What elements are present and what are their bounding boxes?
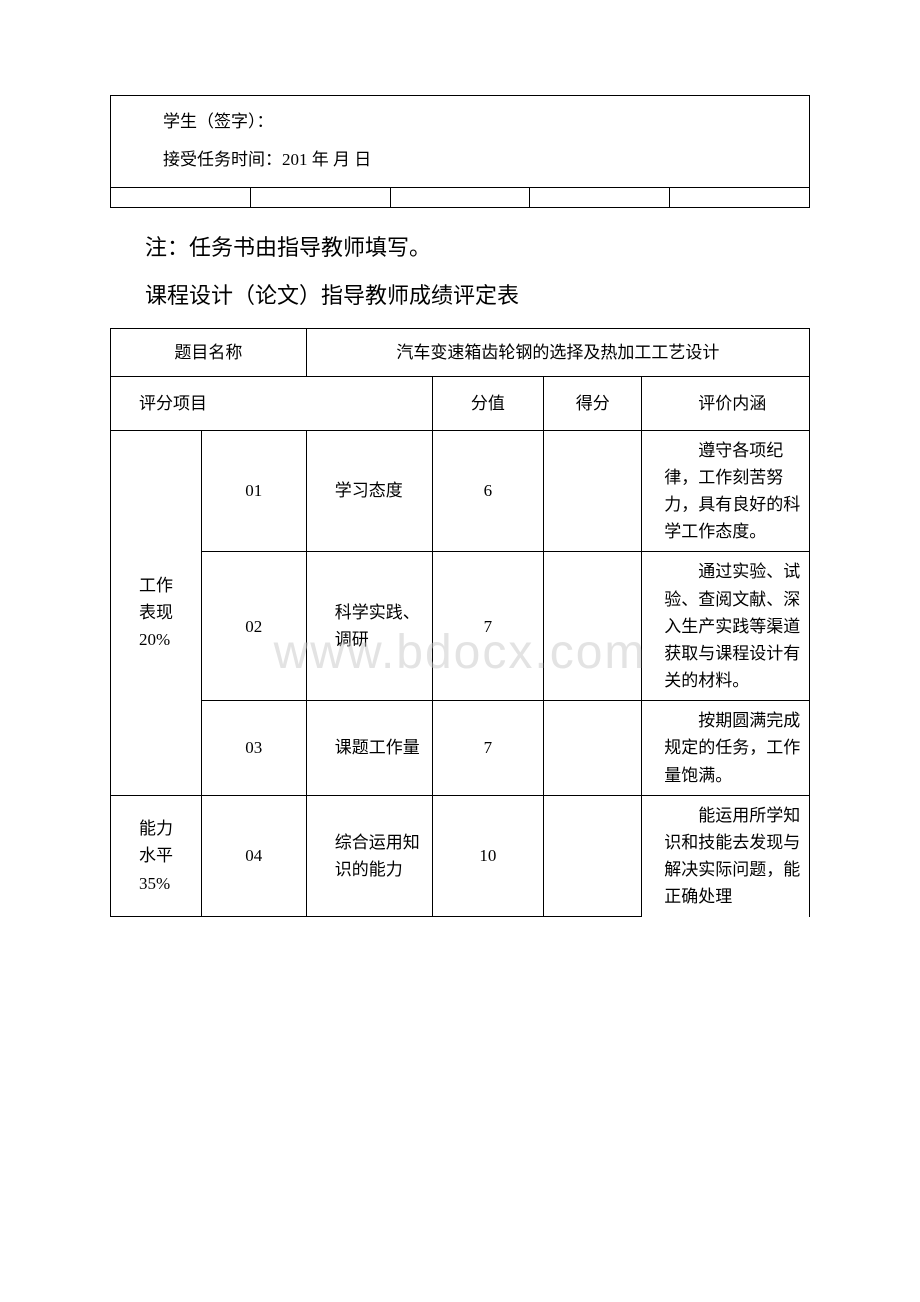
row-score: 7 (432, 701, 544, 796)
row-got (544, 701, 642, 796)
header-topic-value: 汽车变速箱齿轮钢的选择及热加工工艺设计 (306, 328, 809, 376)
header-score-got: 得分 (544, 376, 642, 430)
row-got (544, 430, 642, 552)
header-score-max: 分值 (432, 376, 544, 430)
form-title: 课程设计（论文）指导教师成绩评定表 (110, 274, 810, 318)
row-got (544, 552, 642, 701)
empty-cell (670, 187, 810, 207)
row-item: 综合运用知识的能力 (306, 795, 432, 916)
note-text: 注：任务书由指导教师填写。 (110, 226, 810, 270)
row-item: 科学实践、调研 (306, 552, 432, 701)
signature-table: 学生（签字）： 接受任务时间：201 年 月 日 (110, 95, 810, 208)
empty-cell (530, 187, 670, 207)
header-eval-desc: 评价内涵 (642, 376, 810, 430)
empty-cell (390, 187, 530, 207)
row-idx: 02 (201, 552, 306, 701)
row-desc: 按期圆满完成规定的任务，工作量饱满。 (642, 701, 810, 796)
row-desc: 通过实验、试验、查阅文献、深入生产实践等渠道获取与课程设计有关的材料。 (642, 552, 810, 701)
row-got (544, 795, 642, 916)
row-score: 10 (432, 795, 544, 916)
row-item: 课题工作量 (306, 701, 432, 796)
header-eval-item: 评分项目 (111, 376, 433, 430)
row-desc: 遵守各项纪律，工作刻苦努力，具有良好的科学工作态度。 (642, 430, 810, 552)
evaluation-table: 题目名称 汽车变速箱齿轮钢的选择及热加工工艺设计 评分项目 分值 得分 评价内涵… (110, 328, 810, 918)
row-idx: 04 (201, 795, 306, 916)
section-label: 工作表现20% (111, 430, 202, 795)
row-score: 7 (432, 552, 544, 701)
row-desc: 能运用所学知识和技能去发现与解决实际问题，能正确处理 (642, 795, 810, 916)
header-topic-label: 题目名称 (111, 328, 307, 376)
row-score: 6 (432, 430, 544, 552)
empty-cell (250, 187, 390, 207)
student-signature-label: 学生（签字）： (129, 106, 791, 138)
accept-time-label: 接受任务时间：201 年 月 日 (129, 144, 791, 176)
row-idx: 03 (201, 701, 306, 796)
empty-cell (111, 187, 251, 207)
section-label: 能力水平35% (111, 795, 202, 916)
row-item: 学习态度 (306, 430, 432, 552)
row-idx: 01 (201, 430, 306, 552)
